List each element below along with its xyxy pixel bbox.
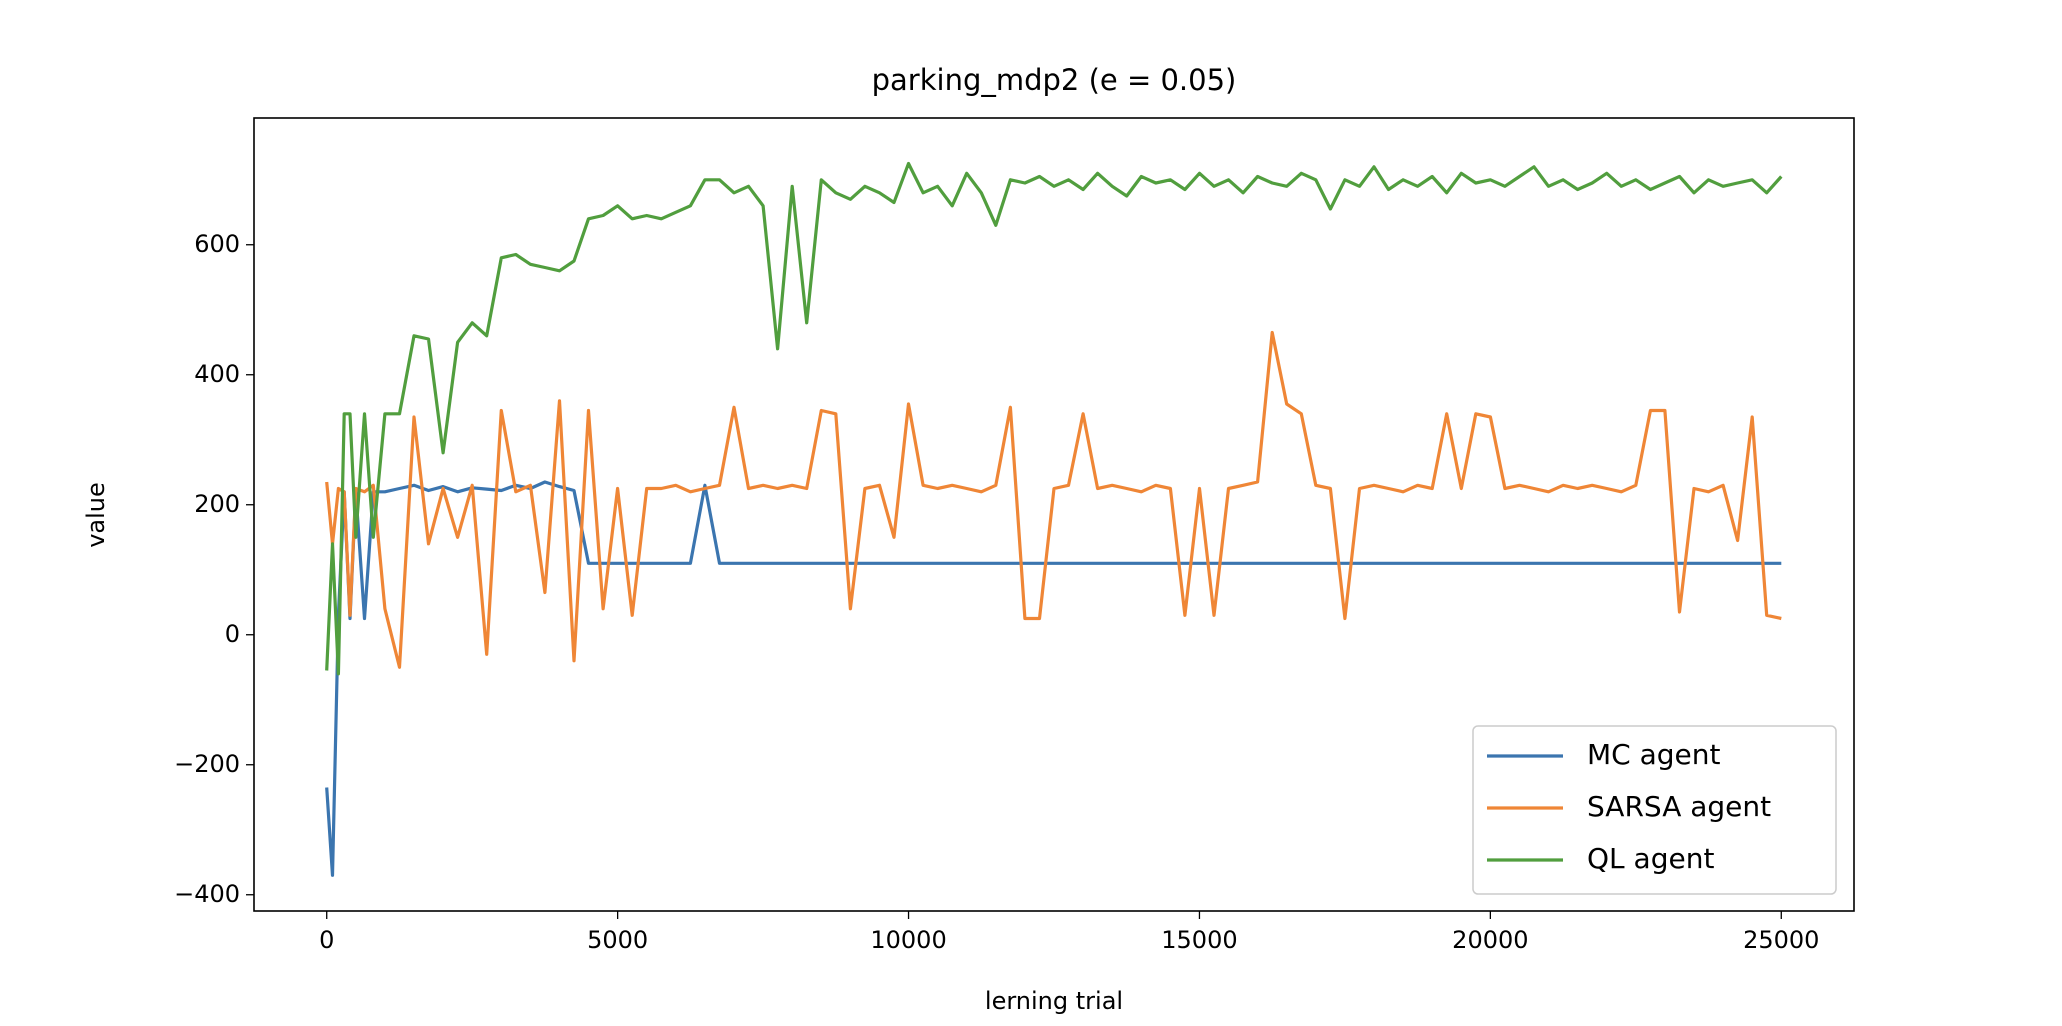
chart-title: parking_mdp2 (e = 0.05) xyxy=(872,63,1237,97)
x-tick-label: 10000 xyxy=(870,926,946,954)
plot-frame xyxy=(253,117,1855,912)
x-tick-label: 5000 xyxy=(587,926,648,954)
legend-label: QL agent xyxy=(1587,842,1714,875)
series-line xyxy=(325,330,1782,669)
y-tick-label: −200 xyxy=(174,750,240,778)
series-line xyxy=(325,161,1783,676)
y-tick-label: −400 xyxy=(174,880,240,908)
legend-box xyxy=(1472,725,1837,895)
x-tick-label: 25000 xyxy=(1743,926,1819,954)
legend-label: MC agent xyxy=(1587,738,1721,771)
legend-label: SARSA agent xyxy=(1587,790,1771,823)
y-tick-label: 200 xyxy=(194,490,240,518)
x-tick-label: 15000 xyxy=(1161,926,1237,954)
series-line xyxy=(325,480,1782,877)
y-axis-label: value xyxy=(82,482,110,548)
x-tick-label: 0 xyxy=(319,926,334,954)
x-tick-label: 20000 xyxy=(1452,926,1528,954)
x-axis-label: lerning trial xyxy=(985,987,1123,1015)
y-tick-label: 400 xyxy=(194,360,240,388)
y-tick-label: 600 xyxy=(194,230,240,258)
y-tick-label: 0 xyxy=(225,620,240,648)
